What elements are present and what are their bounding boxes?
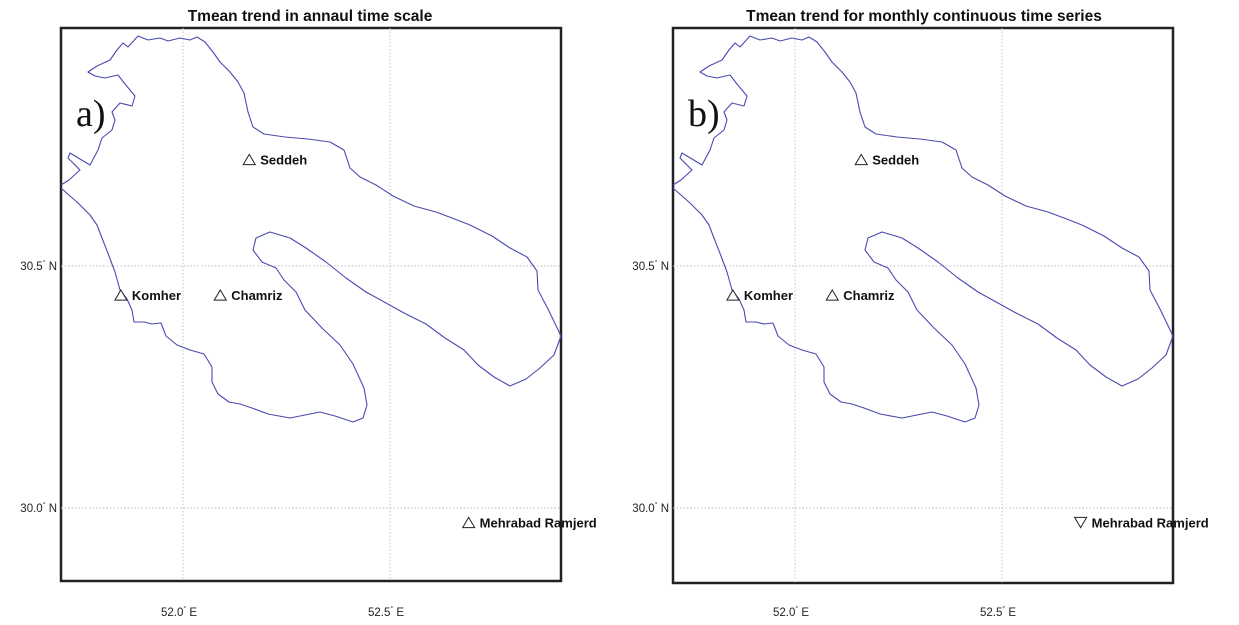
lon-tick-label: 52.5° E xyxy=(368,605,404,619)
lon-tick-label: 52.0° E xyxy=(773,605,809,619)
panel-b-lat-ticks: 30.5° N 30.0° N xyxy=(632,259,669,515)
trend-up-triangle-icon xyxy=(213,288,228,301)
trend-up-triangle-icon xyxy=(854,153,869,166)
panel-a-outer-boundary xyxy=(60,35,562,423)
panel-a-frame xyxy=(59,26,563,583)
panel-a-lat-ticks: 30.5° N 30.0° N xyxy=(20,259,57,515)
station-label: Komher xyxy=(132,288,181,303)
map-panel-b: Tmean trend for monthly continuous time … xyxy=(632,8,1208,619)
panel-a-lon-ticks: 52.0° E 52.5° E xyxy=(161,605,404,619)
panel-b-title: Tmean trend for monthly continuous time … xyxy=(746,8,1102,25)
trend-up-triangle-icon xyxy=(461,516,476,529)
lat-tick-label: 30.5° N xyxy=(632,259,669,273)
trend-up-triangle-icon xyxy=(726,288,740,301)
station-label: Seddeh xyxy=(872,153,919,168)
lon-tick-label: 52.5° E xyxy=(980,605,1016,619)
trend-up-triangle-icon xyxy=(242,153,257,166)
panel-b-stations: Seddeh Komher Chamriz Mehrabad Ramjerd xyxy=(726,153,1209,531)
panel-a-label: a) xyxy=(76,93,106,135)
panel-b-lon-ticks: 52.0° E 52.5° E xyxy=(773,605,1016,619)
panel-a-stations: Seddeh Komher Chamriz Mehrabad Ramjerd xyxy=(114,153,597,531)
trend-up-triangle-icon xyxy=(114,288,128,301)
station-label: Komher xyxy=(744,288,793,303)
panel-b-label: b) xyxy=(688,93,720,135)
panel-a-title: Tmean trend in annaul time scale xyxy=(188,8,433,25)
lon-tick-label: 52.0° E xyxy=(161,605,197,619)
station-label: Mehrabad Ramjerd xyxy=(480,516,597,531)
panel-b-frame xyxy=(671,26,1175,585)
map-panel-a: Tmean trend in annaul time scale a) 30.5… xyxy=(20,8,596,619)
station-label: Seddeh xyxy=(260,153,307,168)
lat-tick-label: 30.0° N xyxy=(20,501,57,515)
station-label: Mehrabad Ramjerd xyxy=(1092,516,1209,531)
panel-b-outer-boundary xyxy=(672,35,1174,423)
lat-tick-label: 30.5° N xyxy=(20,259,57,273)
station-label: Chamriz xyxy=(843,288,895,303)
trend-up-triangle-icon xyxy=(825,288,840,301)
station-label: Chamriz xyxy=(231,288,283,303)
trend-down-triangle-icon xyxy=(1073,516,1088,529)
lat-tick-label: 30.0° N xyxy=(632,501,669,515)
